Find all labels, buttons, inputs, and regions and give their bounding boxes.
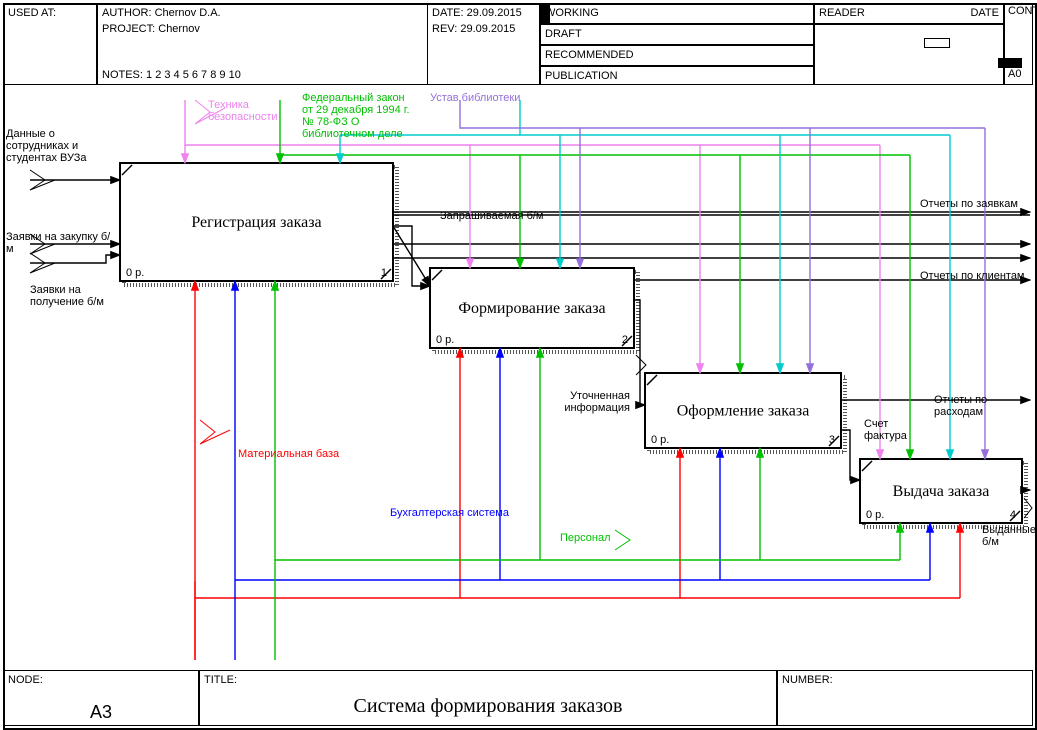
svg-text:0 р.: 0 р. (126, 267, 144, 279)
svg-text:Выдача заказа: Выдача заказа (893, 483, 990, 500)
mech1-label: Материальная база (238, 448, 339, 460)
mid1-label: Запрашиваемая б/м (440, 210, 544, 222)
out5-label: Выданные б/м (982, 524, 1037, 548)
out4-label: Счет фактура (864, 418, 914, 442)
mid2-label: Уточненная информация (560, 390, 630, 414)
in3-label: Заявки на получение б/м (30, 284, 105, 308)
ctrl2-label: Федеральный закон от 29 декабря 1994 г. … (302, 92, 417, 140)
svg-text:Оформление заказа: Оформление заказа (677, 403, 810, 420)
node-val: A3 (8, 701, 194, 724)
ctrl1-label: Техника безопасности (208, 99, 288, 123)
mech3-label: Персонал (560, 532, 611, 544)
number-label: NUMBER: (782, 674, 833, 686)
in1-label: Данные о сотрудниках и студентах ВУЗа (6, 128, 96, 164)
title-label: TITLE: (204, 674, 237, 686)
svg-text:0 р.: 0 р. (651, 434, 669, 446)
ftr-node: NODE: A3 (3, 670, 199, 726)
out3-label: Отчеты по расходам (934, 394, 1037, 418)
ctrl3-label: Устав библиотеки (430, 92, 520, 104)
svg-text:2: 2 (622, 334, 628, 346)
svg-text:4: 4 (1010, 509, 1016, 521)
ftr-number: NUMBER: (777, 670, 1033, 726)
title-val: Система формирования заказов (204, 693, 772, 719)
svg-text:Формирование заказа: Формирование заказа (458, 300, 605, 317)
out1-label: Отчеты по заявкам (920, 198, 1018, 210)
svg-text:3: 3 (829, 434, 835, 446)
mech2-label: Бухгалтерская система (390, 507, 509, 519)
svg-text:0 р.: 0 р. (866, 509, 884, 521)
in2-label: Заявки на закупку б/м (6, 231, 116, 255)
svg-text:Регистрация заказа: Регистрация заказа (191, 214, 321, 231)
svg-text:0 р.: 0 р. (436, 334, 454, 346)
node-label: NODE: (8, 674, 43, 686)
out2-label: Отчеты по клиентам (920, 270, 1025, 282)
ftr-title: TITLE: Система формирования заказов (199, 670, 777, 726)
svg-text:1: 1 (381, 267, 387, 279)
idef0-diagram: Регистрация заказа 0 р. 1 Формирование зака… (0, 0, 1037, 730)
